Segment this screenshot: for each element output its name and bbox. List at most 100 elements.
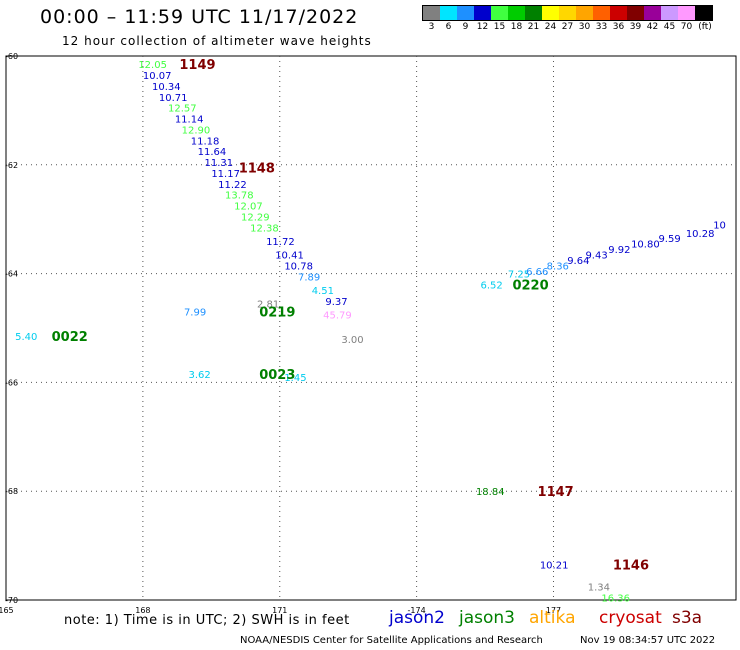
wave-height-label: 45.79 (323, 310, 352, 321)
wave-height-label: 6.66 (526, 267, 548, 278)
wave-height-label: 2.81 (257, 300, 279, 311)
legend-s3a: s3a (672, 608, 703, 628)
color-scale-label: 27 (561, 22, 574, 32)
pass-time-label: 0220 (512, 278, 548, 293)
wave-height-label: 11.31 (204, 158, 233, 169)
color-swatch (542, 6, 559, 20)
wave-height-label: 4.51 (312, 286, 334, 297)
wave-height-label: 11.14 (175, 115, 204, 126)
credit-line: NOAA/NESDIS Center for Satellite Applica… (240, 635, 543, 646)
x-tick-label: 171 (272, 606, 287, 615)
wave-height-label: 1.34 (588, 582, 610, 593)
wave-height-label: 11.18 (191, 136, 220, 147)
legend-jason2: jason2 (389, 608, 445, 628)
wave-height-label: 3.62 (189, 370, 211, 381)
x-tick-label: 168 (135, 606, 150, 615)
wave-height-label: 11.64 (198, 147, 227, 158)
wave-height-label: 16.36 (601, 593, 630, 604)
legend-cryosat: cryosat (599, 608, 662, 628)
wave-height-label: 12.29 (241, 212, 270, 223)
color-swatch (423, 6, 440, 20)
color-swatch (695, 6, 712, 20)
pass-time-label: 1149 (179, 58, 215, 73)
wave-height-label: 12.38 (250, 223, 279, 234)
color-swatch (593, 6, 610, 20)
wave-height-label: 3.00 (341, 335, 363, 346)
wave-height-label: 11.22 (218, 180, 247, 191)
y-tick-label: -70 (5, 596, 18, 605)
generated-timestamp: Nov 19 08:34:57 UTC 2022 (580, 635, 716, 646)
wave-height-label: 12.07 (234, 202, 263, 213)
color-scale-label: 12 (476, 22, 489, 32)
wave-height-label: 10.41 (275, 251, 304, 262)
wave-height-label: 9.92 (608, 245, 630, 256)
color-scale-label: 70 (680, 22, 693, 32)
color-scale-labels: 3 6 9 12 15 18 21 24 27 30 33 36 39 42 45 70 (ft) (422, 22, 740, 34)
wave-height-label: 7.25 (508, 270, 530, 281)
wave-height-label: 11.72 (266, 237, 295, 248)
wave-height-label: 12.05 (138, 60, 167, 71)
x-tick-label: 177 (546, 606, 561, 615)
color-swatch (491, 6, 508, 20)
color-swatch (661, 6, 678, 20)
pass-time-label: 1146 (613, 559, 649, 574)
color-scale-label: 3 (428, 22, 435, 32)
y-tick-label: -64 (5, 270, 18, 279)
x-tick-label: -174 (408, 606, 426, 615)
legend-altika: altika (529, 608, 576, 628)
wave-height-label: 11.17 (211, 169, 240, 180)
wave-height-label: 10 (713, 221, 726, 232)
wave-height-label: 10.78 (284, 261, 313, 272)
color-scale-label: 45 (663, 22, 676, 32)
wave-height-label: 10.21 (540, 561, 569, 572)
wave-height-label: 5.40 (15, 332, 37, 343)
color-swatch (559, 6, 576, 20)
color-swatch (627, 6, 644, 20)
y-tick-label: -66 (5, 378, 18, 387)
color-scale-label: 42 (646, 22, 659, 32)
color-swatch (644, 6, 661, 20)
color-scale-label: 18 (510, 22, 523, 32)
color-swatch (508, 6, 525, 20)
color-swatch (576, 6, 593, 20)
y-tick-label: -68 (5, 487, 18, 496)
y-tick-label: -62 (5, 161, 18, 170)
color-scale-label: 9 (462, 22, 469, 32)
color-scale-label: 6 (445, 22, 452, 32)
pass-time-label: 0219 (259, 306, 295, 321)
legend-jason3: jason3 (459, 608, 515, 628)
color-swatch (610, 6, 627, 20)
plot-frame (5, 55, 737, 601)
wave-height-label: 9.37 (325, 297, 347, 308)
color-scale-label: 33 (595, 22, 608, 32)
x-tick-label: 165 (0, 606, 14, 615)
wave-height-label: 10.28 (686, 229, 715, 240)
color-scale-label: 39 (629, 22, 642, 32)
color-scale-bar (422, 5, 713, 21)
wave-height-label: 13.78 (225, 191, 254, 202)
color-swatch (474, 6, 491, 20)
wave-height-label: 1.45 (284, 373, 306, 384)
wave-height-label: 10.71 (159, 93, 188, 104)
footer-note: note: 1) Time is in UTC; 2) SWH is in fe… (64, 613, 350, 628)
color-scale-label: 30 (578, 22, 591, 32)
wave-height-label: 7.89 (298, 272, 320, 283)
pass-time-label: 0023 (259, 368, 295, 383)
wave-height-label: 10.80 (631, 240, 660, 251)
wave-height-label: 6.52 (481, 280, 503, 291)
pass-time-label: 1147 (538, 485, 574, 500)
wave-height-label: 12.57 (168, 104, 197, 115)
wave-height-label: 10.07 (143, 71, 172, 82)
wave-height-label: 9.59 (658, 234, 680, 245)
wave-height-label: 12.90 (182, 125, 211, 136)
wave-height-label: 9.43 (585, 251, 607, 262)
wave-height-label: 7.99 (184, 308, 206, 319)
color-swatch (678, 6, 695, 20)
color-scale-unit: (ft) (698, 22, 712, 32)
pass-time-label: 1148 (239, 162, 275, 177)
chart-title: 00:00 – 11:59 UTC 11/17/2022 (40, 6, 359, 28)
color-scale-label: 36 (612, 22, 625, 32)
color-scale-label: 21 (527, 22, 540, 32)
wave-height-label: 10.34 (152, 82, 181, 93)
